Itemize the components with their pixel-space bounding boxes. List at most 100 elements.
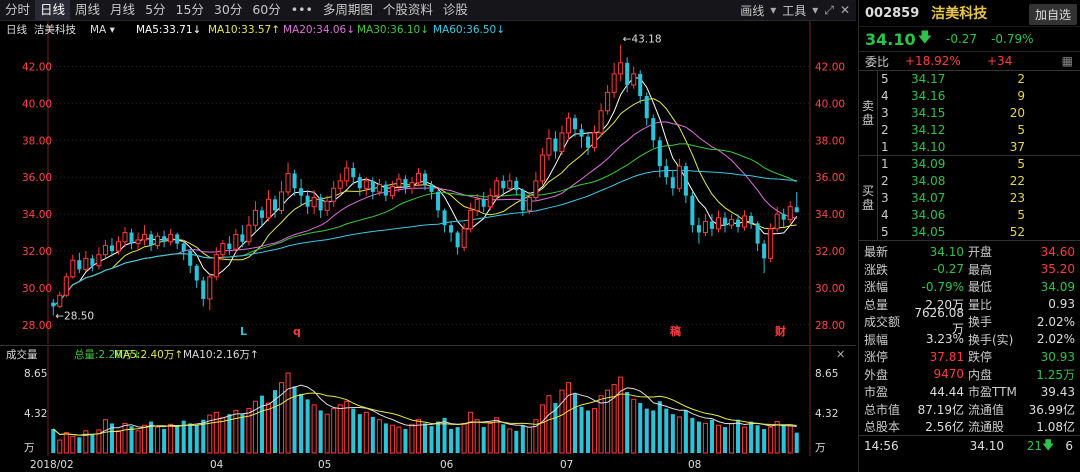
order-row[interactable]: 3 34.07 23 <box>878 190 1080 207</box>
x-tick: 06 <box>440 459 454 471</box>
stock-name: 洁美科技 <box>931 6 988 22</box>
order-row[interactable]: 3 34.15 20 <box>878 105 1080 122</box>
candle-body <box>755 223 760 244</box>
stat-value: 2.20万 <box>925 297 964 312</box>
stat-label: 成交额 <box>864 315 901 330</box>
vol-tick-right: 4.32 <box>815 408 838 420</box>
volume-bar <box>592 408 598 454</box>
candle-body <box>149 234 154 246</box>
volume-bar <box>749 421 754 453</box>
tools-button[interactable]: 工具 <box>782 3 807 18</box>
tab-1[interactable]: 日线 <box>35 0 71 20</box>
tab-0[interactable]: 分时 <box>5 2 31 17</box>
x-tick: 2018/02 <box>30 459 74 471</box>
order-price: 34.16 <box>911 89 946 104</box>
order-row[interactable]: 5 34.17 2 <box>878 71 1080 88</box>
volume-bar <box>494 417 500 454</box>
volume-bar <box>696 421 701 453</box>
order-row[interactable]: 4 34.16 9 <box>878 88 1080 105</box>
volume-bar <box>598 395 604 454</box>
chevron-down-icon[interactable]: ▾ <box>770 3 777 17</box>
ma-legend-4: MA10:33.57↑ <box>208 24 280 36</box>
tab-7[interactable]: 60分 <box>252 2 281 17</box>
period-tab-bar: 分时 日线 周线 月线 5分 15分 30分 60分 ••• 多周期图 个股资料 诊股 画线 ▾ 工具… <box>0 0 856 21</box>
candle-body <box>363 180 369 189</box>
candlestick-chart[interactable]: 日线 洁美科技 MA ▾ MA5:33.71↓ MA10:33.57↑ MA20:34.0… <box>0 21 856 344</box>
order-level: 3 <box>881 190 889 205</box>
stat-label: 最新 <box>864 245 889 260</box>
close-icon[interactable]: ✕ <box>836 348 845 361</box>
tab-9[interactable]: 多周期图 <box>322 2 373 17</box>
volume-bar <box>507 428 513 454</box>
candle-body <box>122 232 128 243</box>
tab-10[interactable]: 个股资料 <box>382 2 433 17</box>
volume-bar <box>565 382 572 454</box>
tab-2[interactable]: 周线 <box>75 2 101 17</box>
volume-bar <box>736 419 741 453</box>
stat-row: 振幅 3.23% 换手(实) 2.02% <box>859 330 1080 348</box>
candle-body <box>252 209 258 226</box>
candle-body <box>676 165 682 189</box>
volume-bar <box>690 417 695 453</box>
candle-body <box>337 180 343 189</box>
candle-body <box>670 177 675 189</box>
volume-bar <box>553 403 558 453</box>
volume-bar <box>194 425 199 453</box>
volume-bar <box>57 439 63 454</box>
stat-value: 2.02% <box>1036 332 1075 347</box>
order-row[interactable]: 2 34.12 5 <box>878 121 1080 138</box>
event-marker[interactable]: L <box>240 325 247 338</box>
close-icon[interactable]: ✕ <box>839 3 850 17</box>
volume-chart[interactable]: 成交量 总量:2.20万↓MA5:2.40万↑ MA10:2.16万↑ ✕ 8.65 8.… <box>0 345 856 456</box>
buy-orders: 买盘 1 34.09 5 2 34.08 22 3 34.07 23 4 34.06 5 5 34.05 5… <box>859 155 1080 241</box>
add-watchlist-button[interactable]: 加自选 <box>1028 4 1077 25</box>
candle-body <box>357 177 362 189</box>
order-row[interactable]: 2 34.08 22 <box>878 173 1080 190</box>
event-marker[interactable]: 稿 <box>670 324 681 338</box>
low-label: ←28.50 <box>55 311 94 323</box>
candle-body <box>129 232 134 244</box>
sell-orders: 卖盘 5 34.17 2 4 34.16 9 3 34.15 20 2 34.12 5 1 34.10 37 <box>859 71 1080 156</box>
stat-value: 34.09 <box>1040 279 1075 294</box>
candle-body <box>96 254 102 267</box>
stat-label: 换手(实) <box>968 332 1014 347</box>
candle-body <box>77 260 82 270</box>
order-row[interactable]: 5 34.05 52 <box>878 223 1080 240</box>
tab-6[interactable]: 30分 <box>213 2 243 17</box>
expand-icon[interactable]: ⤢ <box>824 2 834 17</box>
stat-value: 3.23% <box>925 332 964 347</box>
volume-bar <box>259 395 264 453</box>
volume-bar <box>520 425 525 453</box>
order-row[interactable]: 1 34.10 37 <box>878 138 1080 155</box>
order-row[interactable]: 4 34.06 5 <box>878 206 1080 223</box>
tab-3[interactable]: 月线 <box>110 2 136 17</box>
tab-4[interactable]: 5分 <box>145 2 166 17</box>
tab-5[interactable]: 15分 <box>175 2 204 17</box>
quote-header: 002859 洁美科技 加自选 <box>859 0 1080 27</box>
volume-bar <box>389 424 395 454</box>
stats-table: 最新 34.10 开盘 34.60 涨跌 -0.27 最高 35.20 涨幅 -0.79% 最低 34… <box>859 241 1080 436</box>
grid-icon[interactable]: ▦ <box>1061 54 1073 68</box>
y-tick-right: 34.00 <box>815 209 845 221</box>
candle-body <box>436 191 441 211</box>
order-row[interactable]: 1 34.09 5 <box>878 156 1080 173</box>
stat-label: 换手 <box>968 315 993 330</box>
tab-8[interactable]: ••• <box>290 2 313 17</box>
chevron-down-icon[interactable]: ▾ <box>812 3 819 17</box>
y-tick-right: 32.00 <box>815 246 845 258</box>
event-marker[interactable]: q <box>293 325 301 338</box>
candle-body <box>507 180 513 189</box>
tab-11[interactable]: 诊股 <box>442 2 468 17</box>
volume-bar <box>252 400 258 454</box>
candle-body <box>409 182 415 189</box>
volume-bar <box>188 423 193 453</box>
y-tick-right: 38.00 <box>815 135 845 147</box>
volume-bar <box>142 424 148 454</box>
draw-line-button[interactable]: 画线 <box>740 3 765 18</box>
candle-body <box>370 180 375 192</box>
volume-bar <box>436 421 441 453</box>
event-marker[interactable]: 财 <box>774 324 786 338</box>
order-level: 1 <box>881 139 889 154</box>
volume-bar <box>77 437 82 453</box>
